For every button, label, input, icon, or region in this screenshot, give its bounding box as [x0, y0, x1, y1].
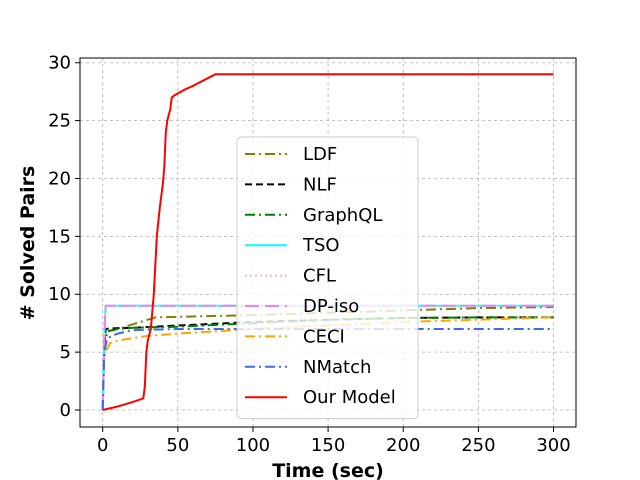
legend-label: NMatch: [303, 357, 371, 378]
y-axis-label: # Solved Pairs: [17, 166, 39, 321]
legend-label: CFL: [303, 266, 336, 287]
legend: LDF NLF GraphQL TSO CFL DP-iso CECI NMatch Our M…: [236, 136, 419, 420]
series-line-graphql: [101, 316, 554, 411]
x-axis-label: Time (sec): [272, 460, 384, 480]
legend-label: TSO: [302, 235, 340, 256]
legend-label: LDF: [303, 144, 337, 165]
legend-label: GraphQL: [303, 205, 382, 226]
series-line-ldf: [101, 306, 554, 411]
legend-box: [236, 136, 419, 420]
y-tick-label: 5: [60, 342, 71, 363]
legend-label: DP-iso: [303, 296, 359, 317]
x-tick-label: 250: [461, 435, 495, 456]
y-tick-label: 25: [48, 111, 71, 132]
x-tick-label: 150: [311, 435, 345, 456]
legend-label: NLF: [303, 174, 337, 195]
y-tick-label: 20: [48, 168, 71, 189]
y-tick-label: 30: [48, 53, 71, 74]
legend-label: CECI: [303, 326, 345, 347]
series-line-nmatch: [101, 328, 554, 411]
series-line-our-model: [102, 73, 554, 411]
x-tick-label: 200: [386, 435, 420, 456]
x-tick-label: 0: [97, 435, 108, 456]
axis-ticks: 0 50 100 150 200 250 300 0 5 10 15 20 25 30: [48, 53, 571, 456]
y-tick-label: 15: [48, 226, 71, 247]
x-tick-label: 100: [236, 435, 270, 456]
y-tick-label: 0: [60, 400, 71, 421]
y-tick-label: 10: [48, 284, 71, 305]
x-tick-label: 50: [166, 435, 189, 456]
x-tick-label: 300: [536, 435, 570, 456]
legend-label: Our Model: [303, 387, 396, 408]
